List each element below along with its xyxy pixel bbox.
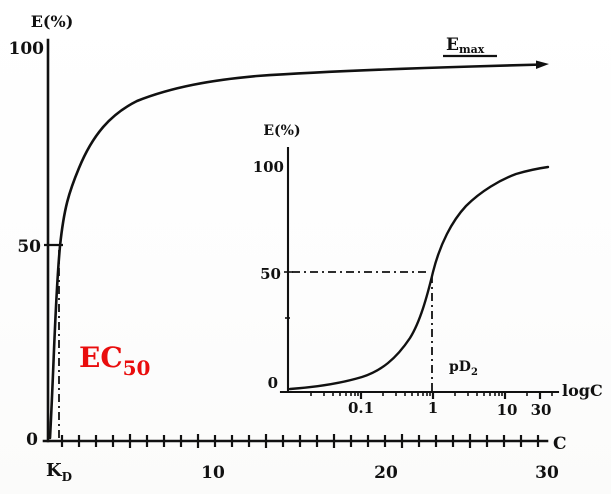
inset-xtick-0.1: 0.1 [348, 399, 374, 417]
main-xtick-20: 20 [374, 463, 398, 483]
main-x-axis-label: C [553, 434, 567, 454]
inset-curve [288, 165, 550, 391]
main-curve [48, 63, 545, 440]
main-curve-end-arrow [536, 60, 549, 69]
pd2-label: pD2 [449, 359, 478, 378]
inset-ytick-100: 100 [253, 158, 284, 176]
inset-ytick-50: 50 [260, 265, 281, 283]
main-y-axis-label: E(%) [31, 12, 74, 31]
inset-plot: E(%) 100 50 0 0.1 1 10 30 logC pD2 [253, 123, 603, 419]
main-xtick-10: 10 [201, 463, 225, 483]
emax-label: Emax [446, 35, 485, 56]
main-ytick-50: 50 [17, 237, 41, 257]
main-plot: E(%) 100 50 0 10 20 30 C Emax KD EC50 [9, 12, 567, 484]
inset-xtick-10: 10 [497, 401, 518, 419]
inset-y-axis-label: E(%) [263, 123, 300, 139]
kd-label: KD [46, 460, 72, 484]
inset-ytick-0: 0 [268, 374, 278, 392]
main-x-ticks [60, 434, 540, 448]
ec50-label: EC50 [79, 341, 150, 380]
inset-xtick-30: 30 [531, 401, 552, 419]
main-xtick-30: 30 [535, 463, 559, 483]
inset-xtick-1: 1 [428, 399, 438, 417]
main-ytick-0: 0 [26, 430, 38, 450]
inset-x-axis-label: logC [562, 381, 603, 400]
inset-x-ticks [310, 392, 553, 399]
main-ytick-100: 100 [9, 39, 45, 59]
